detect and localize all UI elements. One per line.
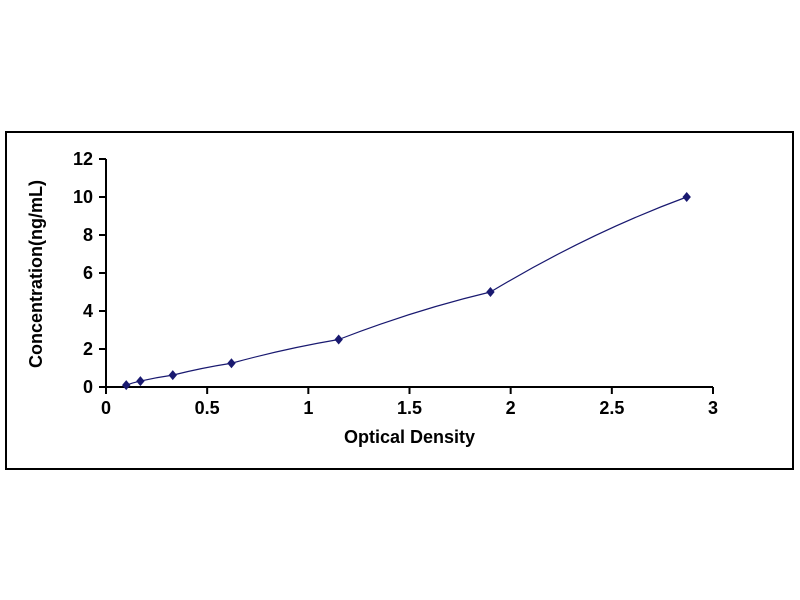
x-tick-label: 1.5 (397, 398, 422, 418)
y-tick-label: 10 (73, 187, 93, 207)
chart-frame: 0 0.5 1 1.5 2 2.5 3 0 2 4 6 8 10 12 Optical Density C… (5, 131, 794, 470)
x-axis-ticks: 0 0.5 1 1.5 2 2.5 3 (101, 387, 718, 418)
axes (105, 159, 713, 388)
data-point-marker (136, 376, 145, 387)
data-point-marker (168, 370, 177, 381)
y-tick-label: 8 (83, 225, 93, 245)
y-axis-ticks: 0 2 4 6 8 10 12 (73, 149, 106, 397)
data-series (122, 192, 691, 391)
series-line (126, 196, 687, 386)
y-tick-label: 12 (73, 149, 93, 169)
y-tick-label: 4 (83, 301, 93, 321)
x-tick-label: 3 (708, 398, 718, 418)
standard-curve-chart: 0 0.5 1 1.5 2 2.5 3 0 2 4 6 8 10 12 (73, 149, 718, 418)
x-tick-label: 0 (101, 398, 111, 418)
data-point-marker (227, 358, 236, 369)
data-point-marker (334, 334, 343, 345)
x-tick-label: 1 (303, 398, 313, 418)
y-tick-label: 0 (83, 377, 93, 397)
data-point-marker (122, 380, 131, 391)
y-tick-label: 2 (83, 339, 93, 359)
data-point-marker (682, 192, 691, 202)
y-tick-label: 6 (83, 263, 93, 283)
data-point-marker (486, 287, 495, 297)
x-axis-title: Optical Density (343, 427, 476, 447)
x-tick-label: 2 (506, 398, 516, 418)
x-tick-label: 2.5 (599, 398, 624, 418)
y-axis-title: Concentration(ng/mL) (26, 180, 46, 368)
x-tick-label: 0.5 (195, 398, 220, 418)
